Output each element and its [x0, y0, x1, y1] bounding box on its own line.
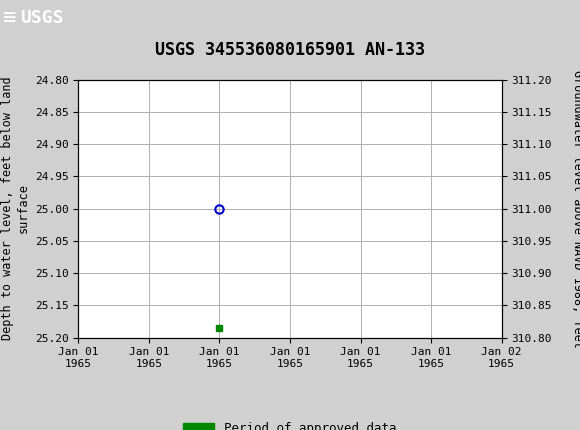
Text: ≡: ≡ — [3, 8, 16, 28]
Text: USGS 345536080165901 AN-133: USGS 345536080165901 AN-133 — [155, 41, 425, 59]
Y-axis label: Groundwater level above NAVD 1988, feet: Groundwater level above NAVD 1988, feet — [571, 70, 580, 347]
Text: USGS: USGS — [20, 9, 64, 27]
Y-axis label: Depth to water level, feet below land
surface: Depth to water level, feet below land su… — [1, 77, 29, 341]
Legend: Period of approved data: Period of approved data — [178, 417, 402, 430]
